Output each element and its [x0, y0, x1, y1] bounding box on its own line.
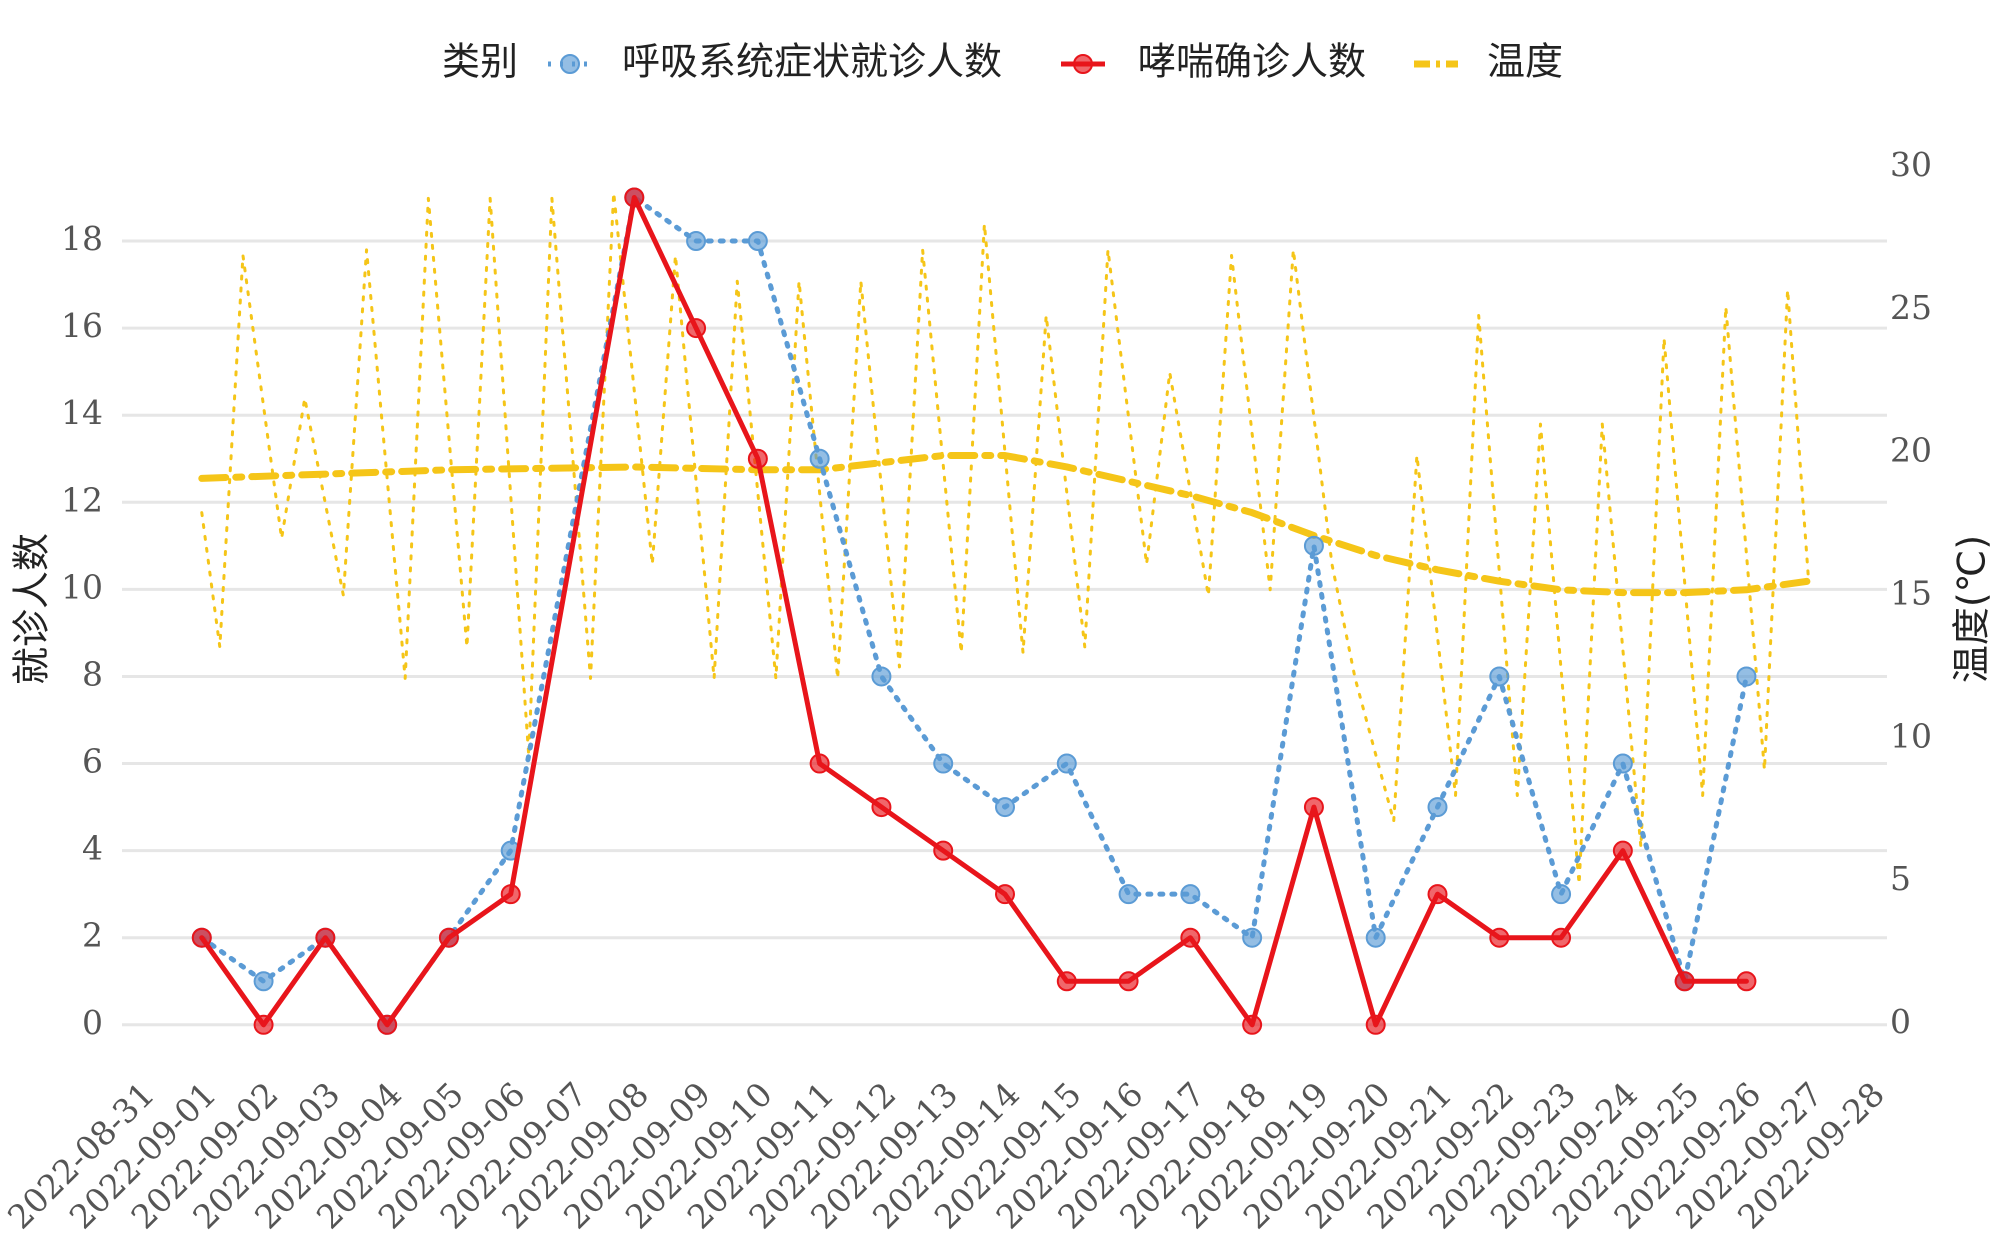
- point: [624, 187, 645, 208]
- y2-axis-label: 温度(℃): [1950, 535, 1994, 683]
- point: [1118, 884, 1139, 905]
- point: [1303, 535, 1324, 556]
- point: [1736, 971, 1757, 992]
- y-tick-label: 12: [61, 480, 103, 519]
- point: [995, 797, 1015, 818]
- point: [871, 666, 892, 687]
- point: [1242, 1014, 1263, 1035]
- point: [1551, 927, 1572, 948]
- line: [199, 194, 1749, 1028]
- point: [1489, 666, 1510, 687]
- point: [1365, 1014, 1386, 1035]
- y2-tick-label: 0: [1890, 1002, 1911, 1041]
- y-tick-label: 14: [61, 393, 103, 432]
- point: [1242, 927, 1263, 948]
- point: [809, 753, 830, 774]
- point: [1674, 971, 1695, 992]
- point: [809, 448, 830, 469]
- y-tick-label: 4: [82, 829, 103, 868]
- point: [1489, 927, 1510, 948]
- y2-tick-label: 10: [1890, 716, 1932, 755]
- point: [871, 797, 892, 818]
- point: [1056, 971, 1077, 992]
- point: [500, 884, 521, 905]
- legend-marker: [1073, 54, 1093, 74]
- point: [686, 318, 707, 339]
- point: [1612, 840, 1633, 861]
- y2-tick-label: 25: [1890, 288, 1932, 327]
- point: [1118, 971, 1139, 992]
- point: [1180, 927, 1201, 948]
- point: [1180, 884, 1201, 905]
- y-tick-label: 18: [61, 219, 103, 258]
- point: [438, 927, 459, 948]
- y-axis-label: 就诊人数: [10, 533, 54, 685]
- y2-tick-label: 15: [1890, 574, 1932, 613]
- point: [1427, 797, 1448, 818]
- point: [933, 753, 954, 774]
- y-tick-label: 6: [82, 742, 103, 781]
- legend-marker: [560, 54, 580, 74]
- y-tick-label: 0: [82, 1003, 103, 1042]
- legend-label: 哮喘确诊人数: [1138, 40, 1366, 84]
- trend-line: [198, 452, 1812, 597]
- point: [686, 231, 707, 252]
- point: [191, 927, 212, 948]
- point: [747, 231, 768, 252]
- y2-tick-label: 30: [1890, 145, 1932, 184]
- y-tick-label: 2: [82, 916, 103, 955]
- line: [200, 191, 1810, 886]
- point: [747, 448, 768, 469]
- point: [315, 927, 336, 948]
- point: [1303, 797, 1324, 818]
- legend-label: 温度: [1487, 40, 1563, 84]
- y2-tick-label: 5: [1890, 859, 1911, 898]
- point: [253, 1014, 274, 1035]
- legend-label: 呼吸系统症状就诊人数: [622, 40, 1002, 84]
- point: [377, 1014, 398, 1035]
- y2-tick-label: 20: [1890, 431, 1932, 470]
- point: [1056, 753, 1077, 774]
- y-tick-label: 10: [61, 567, 103, 606]
- point: [995, 884, 1015, 905]
- point: [933, 840, 954, 861]
- point: [1551, 884, 1572, 905]
- point: [1736, 666, 1757, 687]
- point: [253, 971, 274, 992]
- y-tick-label: 8: [82, 654, 103, 693]
- point: [1612, 753, 1633, 774]
- legend-title: 类别: [442, 40, 518, 84]
- point: [1427, 884, 1448, 905]
- y-tick-label: 16: [61, 306, 103, 345]
- point: [1365, 927, 1386, 948]
- line: [199, 194, 1749, 1028]
